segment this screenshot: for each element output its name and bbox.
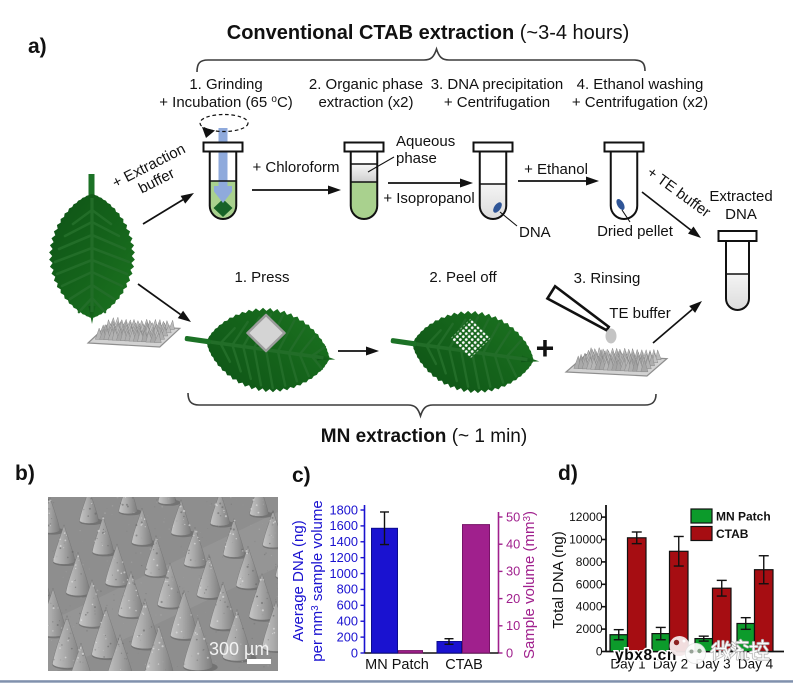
svg-text:a): a)	[28, 35, 47, 58]
svg-text:1400: 1400	[330, 534, 358, 549]
svg-text:30: 30	[506, 564, 520, 579]
svg-text:DNA: DNA	[519, 224, 551, 241]
svg-text:6000: 6000	[576, 577, 603, 591]
svg-text:1. Press: 1. Press	[234, 269, 289, 286]
svg-text:600: 600	[337, 598, 358, 613]
svg-text:0: 0	[596, 645, 603, 659]
svg-text:200: 200	[337, 629, 358, 644]
svg-text:MN Patch: MN Patch	[365, 657, 429, 673]
svg-text:Sample volume (mm3): Sample volume (mm3)	[521, 511, 538, 659]
svg-text:2000: 2000	[576, 622, 603, 636]
svg-text:Average DNA (ng): Average DNA (ng)	[290, 520, 307, 641]
svg-text:ybx8.cn: ybx8.cn	[615, 647, 677, 664]
svg-text:phase: phase	[396, 150, 437, 167]
svg-text:Total DNA (ng): Total DNA (ng)	[550, 531, 567, 629]
svg-text:+ Isopropanol: + Isopropanol	[383, 190, 474, 207]
svg-text:Dried pellet: Dried pellet	[597, 223, 674, 240]
svg-text:+ Centrifugation: + Centrifugation	[444, 94, 550, 111]
svg-text:0: 0	[351, 645, 358, 660]
svg-text:3. Rinsing: 3. Rinsing	[574, 270, 641, 287]
svg-text:4000: 4000	[576, 600, 603, 614]
svg-text:+: +	[536, 330, 555, 366]
svg-text:1. Grinding: 1. Grinding	[189, 76, 262, 93]
svg-text:extraction (x2): extraction (x2)	[318, 94, 413, 111]
svg-text:1600: 1600	[330, 518, 358, 533]
svg-text:1800: 1800	[330, 502, 358, 517]
svg-text:c): c)	[292, 464, 311, 487]
svg-text:12000: 12000	[569, 510, 603, 524]
svg-text:Aqueous: Aqueous	[396, 133, 455, 150]
svg-text:4. Ethanol washing: 4. Ethanol washing	[577, 76, 704, 93]
svg-text:50: 50	[506, 509, 520, 524]
svg-text:20: 20	[506, 591, 520, 606]
svg-text:3. DNA precipitation: 3. DNA precipitation	[431, 76, 564, 93]
svg-text:1200: 1200	[330, 550, 358, 565]
svg-text:2. Organic phase: 2. Organic phase	[309, 76, 423, 93]
svg-text:TE buffer: TE buffer	[609, 305, 670, 322]
svg-text:800: 800	[337, 582, 358, 597]
svg-text:10: 10	[506, 618, 520, 633]
svg-text:CTAB: CTAB	[445, 657, 483, 673]
svg-text:CTAB: CTAB	[716, 527, 749, 541]
svg-text:MN extraction (~ 1 min): MN extraction (~ 1 min)	[321, 426, 527, 447]
svg-text:Extracted: Extracted	[709, 188, 772, 205]
svg-text:MN Patch: MN Patch	[716, 510, 771, 524]
svg-text:DNA: DNA	[725, 206, 757, 223]
svg-text:per mm3 sample volume: per mm3 sample volume	[309, 500, 326, 661]
svg-text:8000: 8000	[576, 555, 603, 569]
svg-text:Day 2: Day 2	[653, 657, 688, 672]
svg-text:Day 1: Day 1	[610, 657, 645, 672]
svg-text:+ Chloroform: + Chloroform	[252, 159, 339, 176]
svg-text:0: 0	[506, 645, 513, 660]
svg-text:b): b)	[15, 462, 35, 485]
svg-text:400: 400	[337, 614, 358, 629]
svg-text:+ Ethanol: + Ethanol	[524, 161, 588, 178]
svg-text:+ Incubation (65 oC): + Incubation (65 oC)	[159, 94, 293, 111]
svg-text:40: 40	[506, 537, 520, 552]
svg-text:+ Centrifugation (x2): + Centrifugation (x2)	[572, 94, 708, 111]
svg-text:10000: 10000	[569, 533, 603, 547]
svg-text:300 µm: 300 µm	[209, 639, 269, 659]
svg-text:1000: 1000	[330, 566, 358, 581]
svg-text:d): d)	[558, 462, 578, 485]
svg-text:Day 3: Day 3	[695, 657, 730, 672]
svg-text:Conventional CTAB extraction (: Conventional CTAB extraction (~3-4 hours…	[227, 22, 630, 44]
svg-text:2. Peel off: 2. Peel off	[429, 269, 497, 286]
